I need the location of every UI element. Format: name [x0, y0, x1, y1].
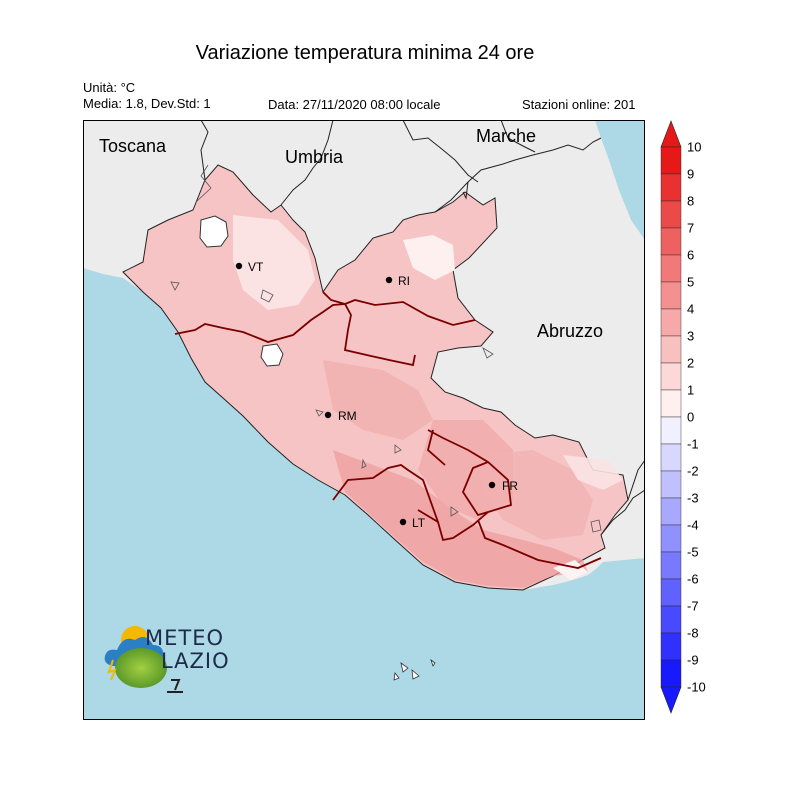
colorbar-tick-label: 6 — [687, 248, 694, 263]
city-label-ri: RI — [398, 274, 410, 288]
colorbar-segment — [661, 417, 681, 444]
city-label-lt: LT — [412, 516, 426, 530]
colorbar-segment — [661, 174, 681, 201]
colorbar-tick-label: -7 — [687, 599, 699, 614]
logo-text-lazio: LAZIO — [161, 649, 230, 673]
colorbar-tick-label: -2 — [687, 464, 699, 479]
colorbar-segment — [661, 390, 681, 417]
colorbar-segment — [661, 282, 681, 309]
colorbar-tick-label: 9 — [687, 167, 694, 182]
region-label-umbria: Umbria — [285, 147, 344, 167]
colorbar-tick-label: 5 — [687, 275, 694, 290]
colorbar-tick-label: 1 — [687, 383, 694, 398]
colorbar-segment — [661, 228, 681, 255]
city-marker-fr — [489, 482, 495, 488]
colorbar-tick-label: -8 — [687, 626, 699, 641]
colorbar-segment — [661, 552, 681, 579]
colorbar-min-arrow — [661, 687, 681, 713]
region-label-toscana: Toscana — [99, 136, 167, 156]
colorbar-tick-label: -4 — [687, 518, 699, 533]
colorbar-segment — [661, 498, 681, 525]
colorbar-tick-label: -9 — [687, 653, 699, 668]
colorbar-tick-label: 10 — [687, 140, 701, 155]
stations-label: Stazioni online: 201 — [522, 97, 635, 112]
colorbar-segment — [661, 525, 681, 552]
city-label-rm: RM — [338, 409, 357, 423]
city-marker-lt — [400, 519, 406, 525]
figure-title: Variazione temperatura minima 24 ore — [0, 42, 730, 65]
colorbar-segment — [661, 660, 681, 687]
region-label-marche: Marche — [476, 126, 536, 146]
lazio-map: Toscana Umbria Marche Abruzzo VT RI RM F… — [83, 120, 645, 720]
colorbar-tick-label: -10 — [687, 680, 706, 695]
colorbar-segment — [661, 471, 681, 498]
colorbar-tick-label: -3 — [687, 491, 699, 506]
colorbar-tick-label: 0 — [687, 410, 694, 425]
colorbar-segment — [661, 606, 681, 633]
colorbar-max-arrow — [661, 121, 681, 147]
colorbar-segment — [661, 363, 681, 390]
globe-icon — [115, 648, 167, 688]
colorbar-tick-label: -5 — [687, 545, 699, 560]
city-label-fr: FR — [502, 479, 518, 493]
colorbar-segment — [661, 579, 681, 606]
city-label-vt: VT — [248, 260, 264, 274]
colorbar-tick-label: 3 — [687, 329, 694, 344]
colorbar-tick-label: 2 — [687, 356, 694, 371]
city-marker-rm — [325, 412, 331, 418]
colorbar-segment — [661, 309, 681, 336]
unit-label: Unità: °C — [83, 80, 135, 95]
date-label: Data: 27/11/2020 08:00 locale — [268, 97, 441, 112]
colorbar-segment — [661, 255, 681, 282]
colorbar-segment — [661, 147, 681, 174]
colorbar-tick-label: -1 — [687, 437, 699, 452]
colorbar-tick-label: 8 — [687, 194, 694, 209]
region-label-abruzzo: Abruzzo — [537, 321, 603, 341]
colorbar-tick-label: 4 — [687, 302, 694, 317]
colorbar-tick-label: -6 — [687, 572, 699, 587]
colorbar-segment — [661, 201, 681, 228]
stats-label: Media: 1.8, Dev.Std: 1 — [83, 96, 211, 111]
colorbar-segment — [661, 444, 681, 471]
colorbar-segment — [661, 633, 681, 660]
colorbar-segment — [661, 336, 681, 363]
colorbar-tick-label: 7 — [687, 221, 694, 236]
logo-text-meteo: METEO — [145, 626, 224, 650]
city-marker-vt — [236, 263, 242, 269]
city-marker-ri — [386, 277, 392, 283]
lake-bolsena — [200, 216, 228, 247]
colorbar-segments — [661, 121, 681, 713]
